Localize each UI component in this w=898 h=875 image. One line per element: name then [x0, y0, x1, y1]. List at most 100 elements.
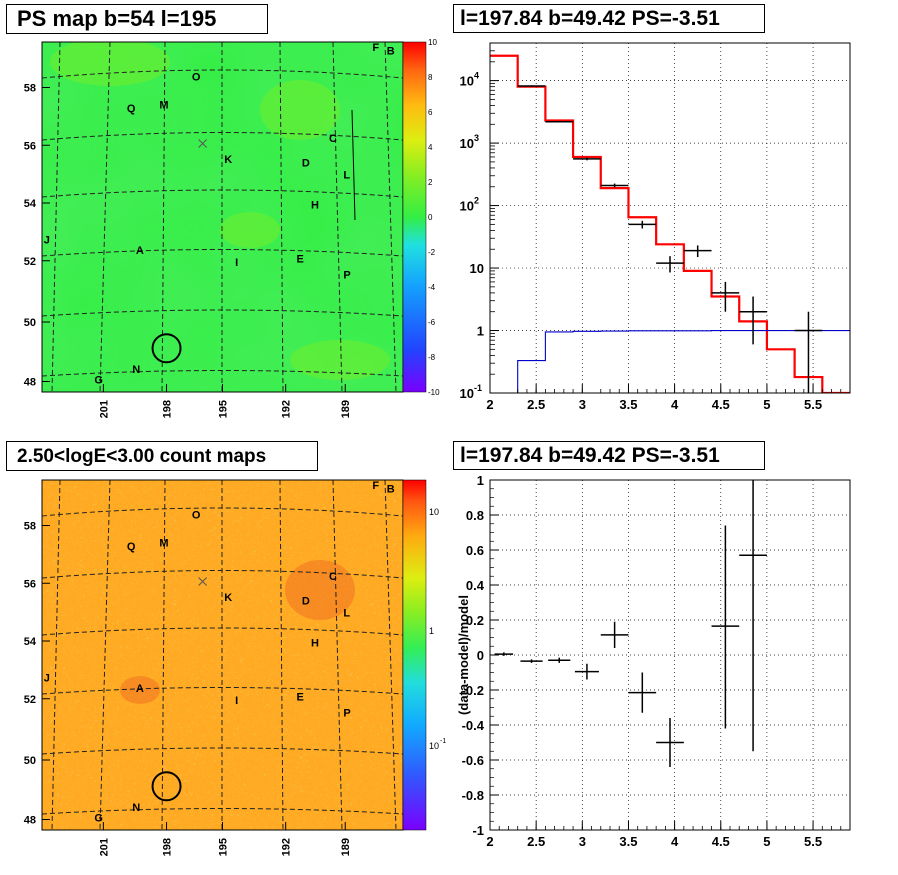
- map-x-tick-label: 192: [281, 838, 293, 856]
- spectrum-title: l=197.84 b=49.42 PS=-3.51: [453, 4, 765, 33]
- source-label: P: [343, 269, 350, 281]
- residual-point: [574, 663, 599, 680]
- spectrum-plot-area: [490, 43, 850, 393]
- spectrum-point: [683, 245, 712, 258]
- spectrum-series: [490, 54, 850, 393]
- map-y-tick-label: 58: [24, 83, 36, 95]
- map-x-tick-label: 201: [98, 400, 110, 418]
- ps-map-grid: [42, 42, 403, 392]
- source-label: A: [136, 683, 144, 695]
- residual-y-tick-label: -0.4: [462, 718, 485, 733]
- map-y-tick-label: 52: [24, 694, 36, 706]
- spectrum-point: [600, 183, 629, 188]
- map-y-tick-label: 54: [24, 198, 37, 210]
- count-map-x-ticks: 201 198 195 192 189: [98, 822, 352, 856]
- count-map-colorbar-label-1: 1: [429, 626, 434, 636]
- residual-title: l=197.84 b=49.42 PS=-3.51: [453, 441, 765, 470]
- source-label: I: [235, 257, 238, 269]
- source-label: C: [329, 133, 337, 145]
- spectrum-frame: [489, 42, 851, 394]
- map-y-tick-label: 54: [24, 636, 37, 648]
- count-map-colorbar-gradient: [403, 480, 426, 830]
- ps-map-source-labels: F B O Q M C K D L H J A I E P N G: [44, 42, 395, 387]
- residual-x-tick-label: 5: [763, 834, 770, 849]
- residual-point: [628, 672, 657, 713]
- colorbar-tick-label: -2: [428, 248, 436, 257]
- map-x-tick-label: 198: [162, 838, 174, 856]
- ps-map-y-ticks: 58 56 54 52 50 48: [24, 83, 50, 389]
- count-map-colorbar-label-0p1: 10: [429, 741, 439, 751]
- colorbar-tick-label: 10: [428, 38, 437, 47]
- residual-y-tick-label: 0.8: [466, 508, 484, 523]
- residual-y-tick-label: 0: [477, 648, 484, 663]
- count-map-colorbar-label-10: 10: [429, 507, 439, 517]
- residual-y-tick-label: -0.8: [462, 788, 484, 803]
- source-label: F: [372, 42, 379, 54]
- colorbar-tick-label: 8: [428, 73, 433, 82]
- spectrum-y-tick-label: 10: [460, 199, 474, 214]
- source-label: J: [44, 672, 50, 684]
- target-circle: [151, 771, 182, 802]
- map-x-tick-label: 195: [218, 400, 230, 418]
- source-label: N: [132, 364, 140, 376]
- residual-point: [656, 718, 684, 767]
- spectrum-x-tick-label: 5: [763, 397, 770, 412]
- spectrum-point: [517, 85, 546, 87]
- colorbar-tick-label: -4: [428, 283, 436, 292]
- residual-x-tick-label: 2: [486, 834, 493, 849]
- map-y-tick-label: 48: [24, 815, 36, 827]
- count-map-colorbar: 10 1 10 -1: [402, 479, 446, 831]
- spectrum-point: [711, 281, 740, 312]
- model-background-line: [490, 329, 850, 393]
- ps-map-border-line: [351, 109, 356, 221]
- map-y-tick-label: 50: [24, 317, 36, 329]
- source-label: I: [235, 695, 238, 707]
- source-label: L: [343, 170, 350, 182]
- spectrum-y-tick-exponent: 2: [474, 196, 479, 206]
- residual-y-tick-label: -0.2: [462, 683, 484, 698]
- spectrum-x-tick-label: 3: [579, 397, 586, 412]
- cross-marker: [198, 139, 207, 148]
- spectrum-point: [573, 157, 601, 161]
- source-label: C: [329, 571, 337, 583]
- ps-map-colorbar-gradient: [403, 42, 426, 392]
- spectrum-y-tick-exponent: 3: [474, 133, 479, 143]
- source-label: G: [94, 374, 103, 386]
- count-map-panel: F B O Q M C K D L H J A I E P N G 58 56 54 52 50 48 201 198 195…: [24, 479, 404, 856]
- map-y-tick-label: 48: [24, 377, 36, 389]
- map-y-tick-label: 56: [24, 140, 36, 152]
- source-label: B: [387, 45, 395, 57]
- residual-y-axis-label: (data-model)/model: [456, 595, 471, 715]
- source-label: B: [387, 483, 395, 495]
- residual-data-points: [494, 480, 767, 767]
- residual-x-tick-label: 5.5: [804, 834, 822, 849]
- residual-x-tick-label: 4: [671, 834, 679, 849]
- residual-x-tick-label: 3: [579, 834, 586, 849]
- cross-marker: [198, 577, 207, 586]
- residual-x-tick-label: 3.5: [619, 834, 637, 849]
- count-map-grid: [42, 480, 403, 830]
- source-label: A: [136, 245, 144, 257]
- colorbar-tick-label: -6: [428, 318, 436, 327]
- spectrum-x-tick-label: 2.5: [527, 397, 545, 412]
- residual-x-tick-label: 2.5: [527, 834, 545, 849]
- residual-y-tick-label: -1: [472, 823, 484, 838]
- map-x-tick-label: 201: [98, 838, 110, 856]
- residual-point: [520, 659, 543, 663]
- spectrum-y-tick-exponent: -1: [474, 383, 482, 393]
- residual-point: [600, 621, 629, 648]
- source-label: H: [311, 199, 319, 211]
- source-label: M: [159, 538, 168, 550]
- source-label: H: [311, 637, 319, 649]
- residual-point: [548, 657, 571, 663]
- spectrum-data-points: [517, 85, 823, 393]
- spectrum-x-tick-label: 4: [671, 397, 679, 412]
- source-label: F: [372, 480, 379, 492]
- source-label: J: [44, 234, 50, 246]
- source-label: P: [343, 707, 350, 719]
- source-label: M: [159, 100, 168, 112]
- spectrum-y-tick-label: 10: [460, 386, 474, 401]
